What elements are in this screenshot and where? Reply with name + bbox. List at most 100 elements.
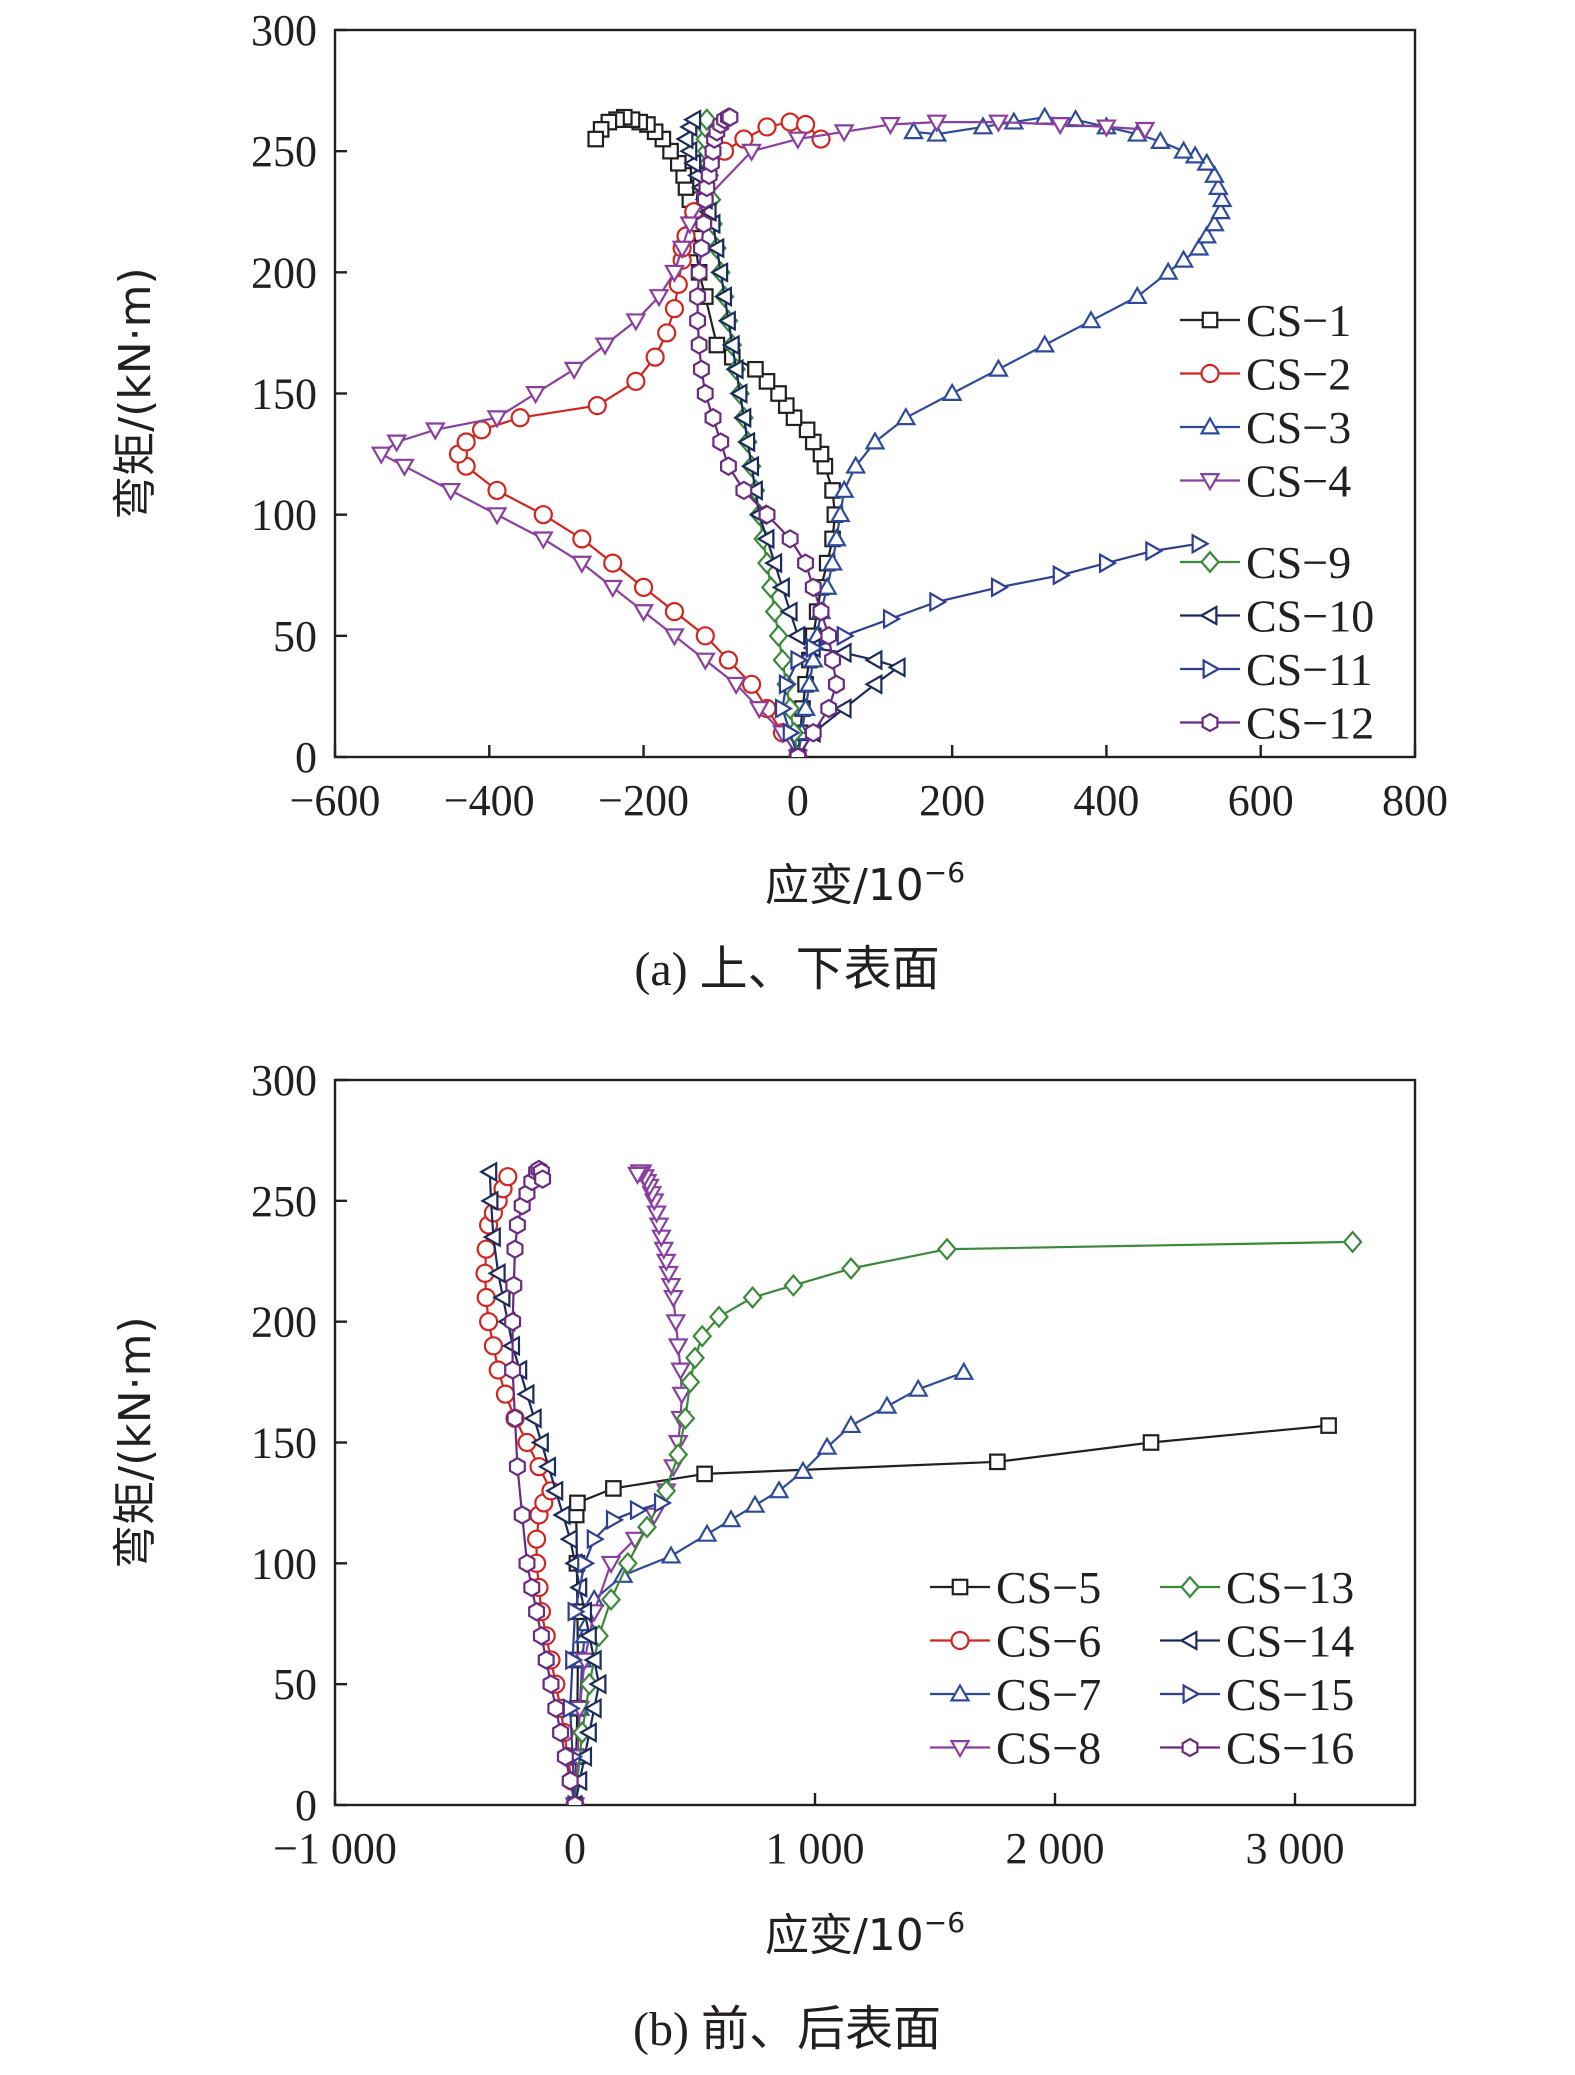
data-point [768, 1480, 790, 1499]
x-tick-label: 1 000 [766, 1824, 865, 1873]
y-axis-title: 弯矩/(kN·m) [110, 1316, 161, 1568]
data-point [559, 1528, 578, 1550]
data-point [741, 674, 762, 694]
legend-label: CS−9 [1246, 537, 1351, 588]
data-point [516, 1383, 535, 1405]
data-point [513, 1505, 531, 1525]
data-point [718, 650, 739, 670]
data-point [1204, 213, 1225, 232]
data-point [370, 446, 392, 465]
x-axis-title: 应变/10−6 [765, 1906, 965, 1961]
data-point [729, 383, 748, 404]
data-point [571, 555, 593, 574]
data-point [783, 1273, 804, 1297]
data-point [505, 1275, 523, 1296]
data-point [565, 1649, 584, 1671]
data-point [685, 1346, 705, 1370]
x-tick-label: 0 [787, 776, 809, 825]
legend-item: CS−9 [1180, 537, 1351, 588]
data-point [696, 1523, 718, 1542]
legend-item: CS−8 [930, 1723, 1101, 1774]
data-point [1134, 121, 1156, 141]
data-point [740, 455, 760, 477]
legend-swatch-marker [1201, 311, 1219, 329]
data-point [690, 262, 708, 283]
data-point [552, 1504, 571, 1526]
data-point [670, 1362, 691, 1381]
y-tick-label: 300 [251, 1056, 317, 1105]
x-axis-title-exponent: −6 [924, 856, 965, 889]
data-point [440, 482, 462, 502]
data-point [1126, 285, 1148, 305]
data-point [988, 114, 1009, 133]
x-tick-label: 0 [564, 1824, 586, 1873]
data-point [588, 1673, 607, 1695]
data-point [506, 1408, 524, 1429]
data-point [587, 130, 605, 148]
data-point [480, 1190, 499, 1212]
data-point [523, 1577, 541, 1598]
y-tick-label: 50 [273, 612, 317, 661]
data-point [567, 1601, 586, 1623]
data-point [695, 626, 715, 646]
data-point [694, 652, 716, 671]
data-point [792, 1460, 814, 1479]
legend-item: CS−11 [1180, 644, 1373, 695]
data-point [679, 216, 701, 235]
data-point [1098, 552, 1118, 574]
data-point [742, 1286, 763, 1309]
data-point [812, 601, 830, 622]
data-point [692, 359, 710, 380]
legend-item: CS−1 [1180, 295, 1351, 346]
data-point [586, 1528, 605, 1550]
data-point [864, 431, 886, 450]
legend-label: CS−11 [1246, 644, 1373, 695]
x-axis-title-exponent: −6 [924, 1906, 965, 1939]
data-point [780, 112, 800, 132]
data-point [779, 601, 798, 622]
data-point [1052, 564, 1071, 586]
data-point [504, 1311, 522, 1332]
data-point [547, 1698, 565, 1719]
data-point [721, 334, 740, 356]
legend-item: CS−6 [930, 1616, 1101, 1667]
y-tick-label: 50 [273, 1660, 317, 1709]
data-point [510, 408, 530, 428]
series-cs-6 [475, 1167, 585, 1805]
data-point [760, 575, 781, 599]
data-point [880, 117, 901, 136]
data-point [989, 1453, 1006, 1471]
data-point [811, 129, 831, 149]
data-point [394, 458, 415, 477]
data-point [768, 624, 789, 648]
legend-item: CS−4 [1180, 456, 1351, 507]
series-cs-4 [370, 114, 1156, 757]
data-point [704, 407, 722, 428]
data-point [799, 673, 820, 692]
data-point [603, 553, 623, 573]
series-cs-2 [448, 112, 831, 757]
x-axis-title: 应变/10−6 [765, 856, 965, 911]
data-point [929, 591, 948, 613]
data-point [508, 1456, 526, 1477]
x-tick-label: 600 [1228, 776, 1294, 825]
data-point [822, 552, 843, 571]
x-tick-label: 400 [1073, 776, 1139, 825]
data-point [787, 625, 806, 647]
data-point [953, 1361, 975, 1380]
y-tick-label: 200 [251, 248, 317, 297]
data-point [988, 358, 1009, 377]
data-point [532, 531, 554, 550]
data-point [804, 577, 822, 598]
data-point [533, 505, 553, 525]
data-point [617, 1551, 638, 1575]
data-point [797, 553, 815, 573]
data-point [627, 1166, 648, 1185]
legend-swatch-marker [951, 1578, 969, 1596]
data-point [719, 456, 737, 476]
data-point [587, 396, 607, 416]
data-point [1211, 188, 1233, 208]
chart-panel-a: 0 50 100 150 200 250 300 −600 −400 −200 0 200 400 600… [110, 6, 1448, 996]
data-point [487, 480, 507, 501]
